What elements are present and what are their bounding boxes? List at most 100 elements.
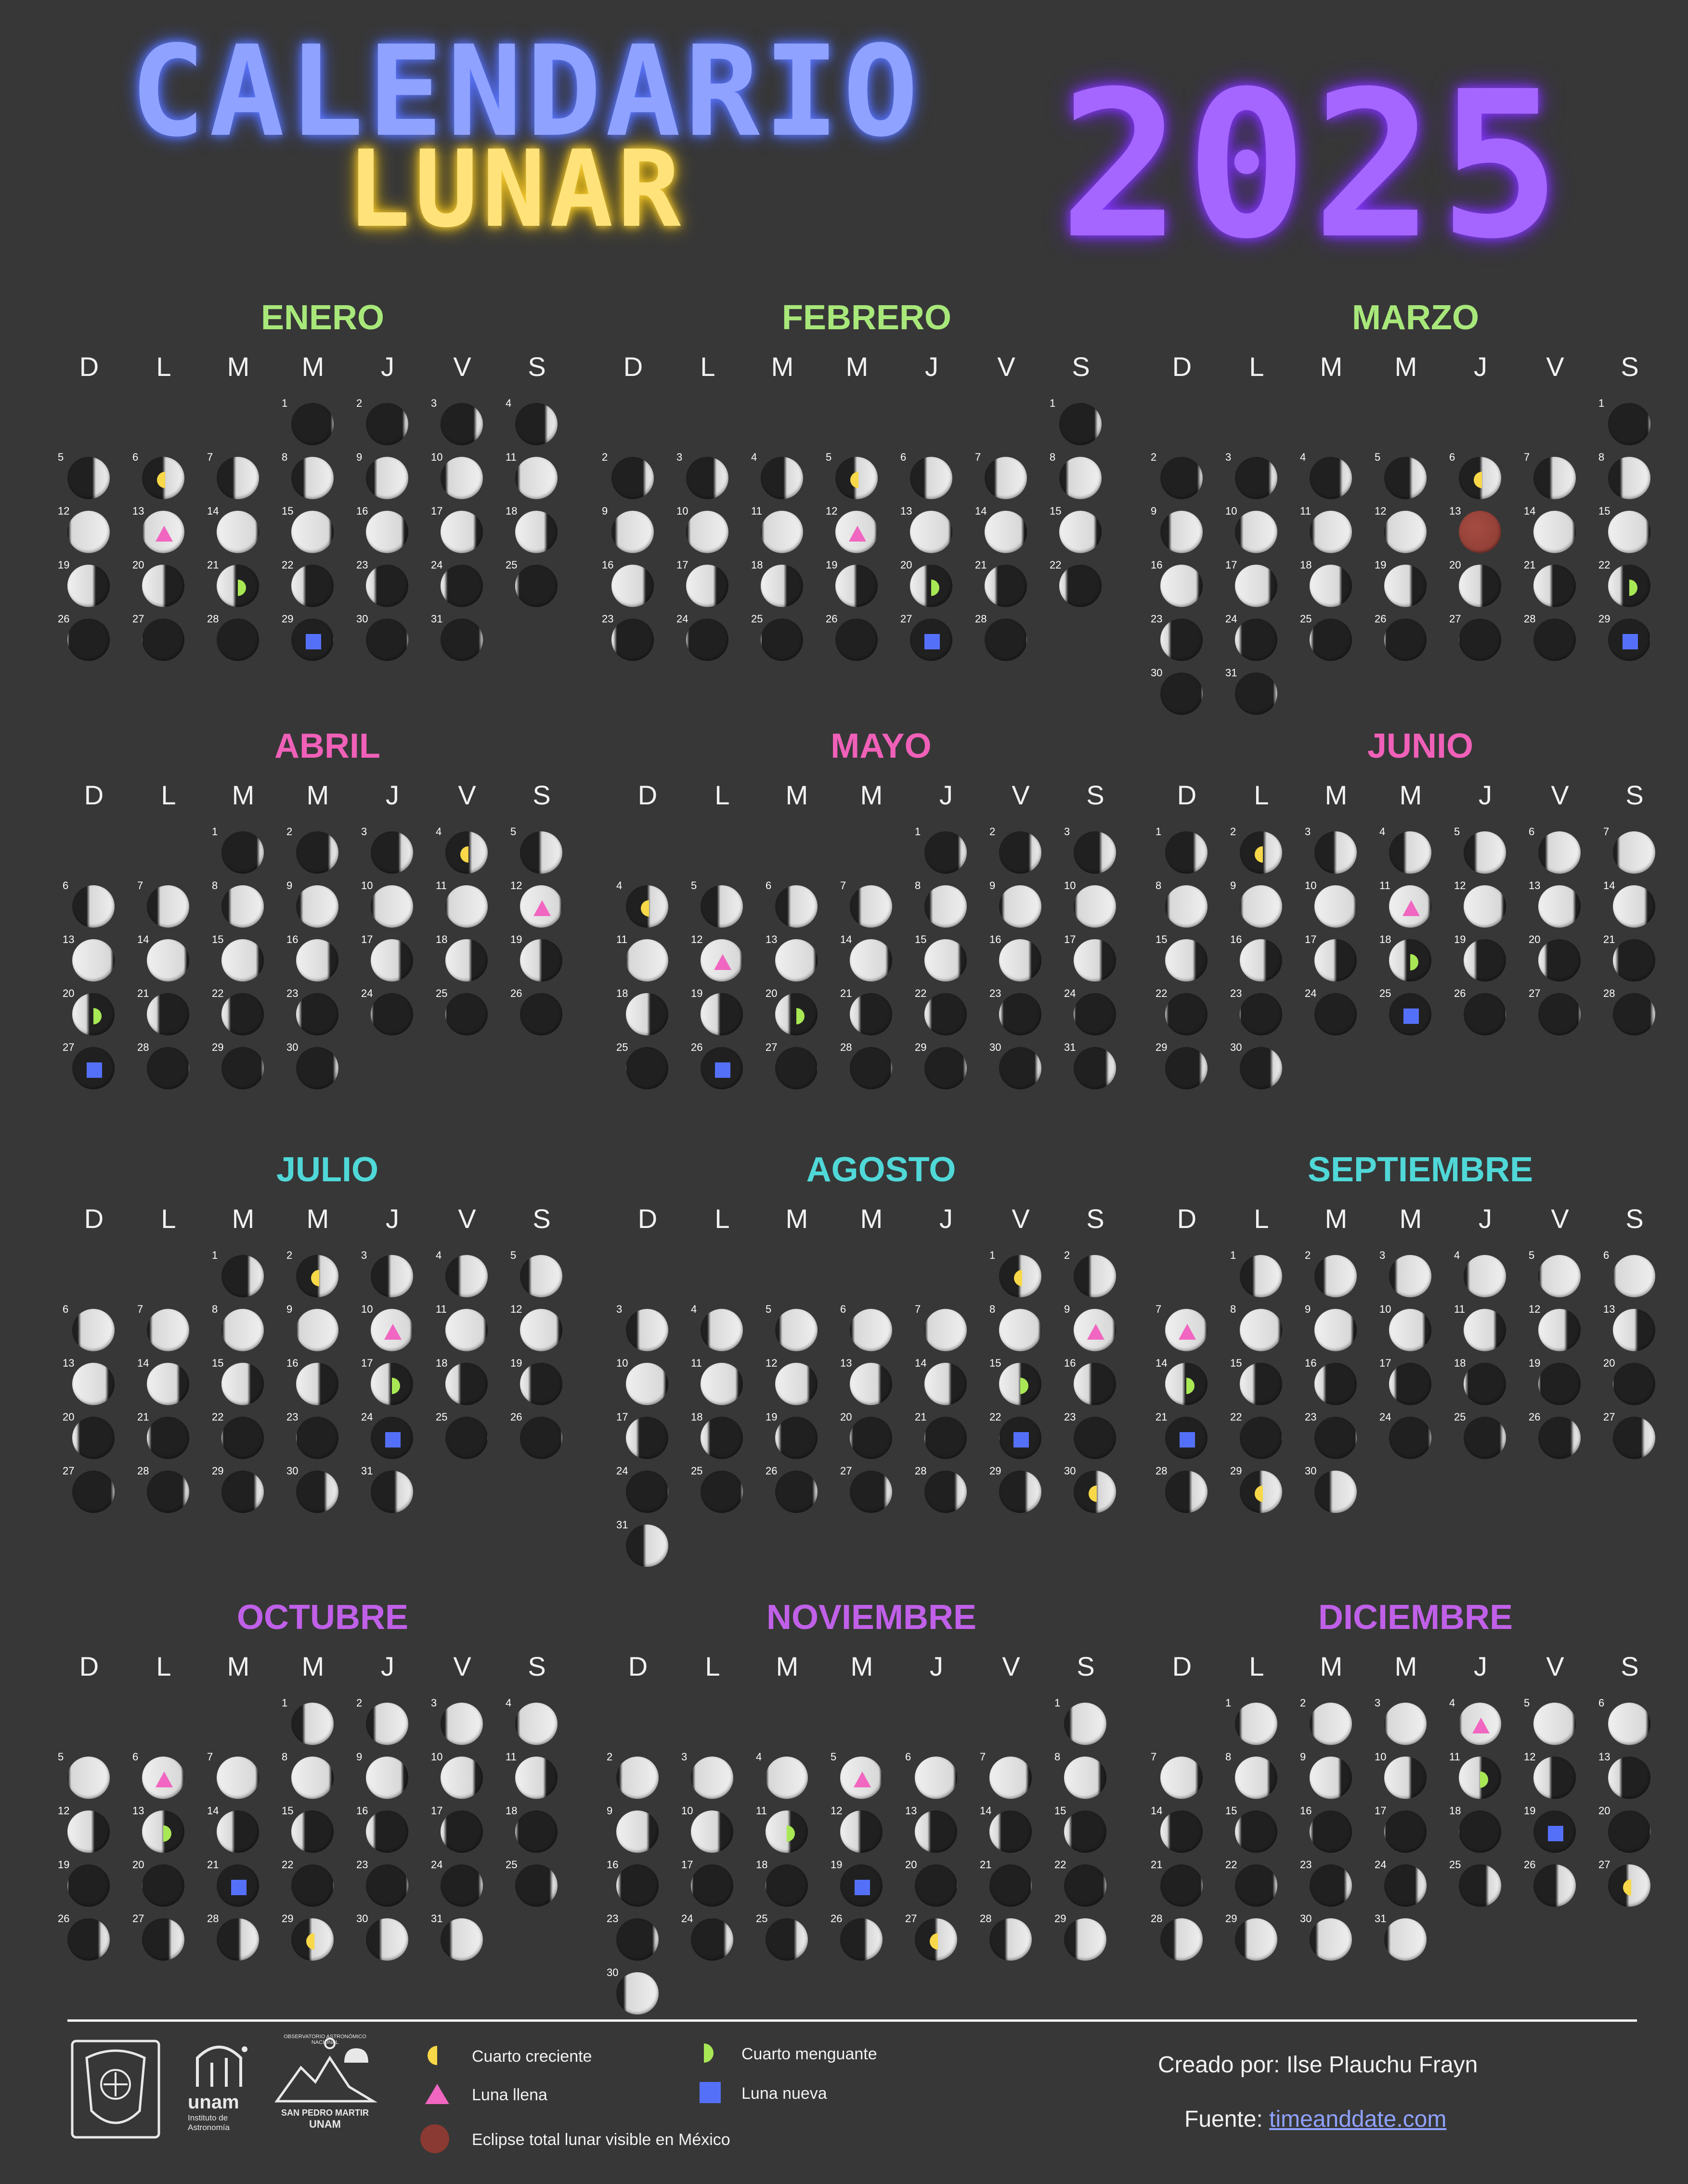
day-number: 18 bbox=[751, 559, 763, 571]
day-cell: 30 bbox=[286, 1041, 339, 1089]
day-cell: 11 bbox=[691, 1357, 744, 1405]
moon-phase-icon bbox=[1165, 1471, 1208, 1513]
day-number: 19 bbox=[1375, 559, 1387, 571]
moon-phase-icon bbox=[1538, 1255, 1581, 1297]
moon-phase-icon bbox=[1538, 1417, 1581, 1459]
moon-phase-icon bbox=[72, 1471, 115, 1513]
moon-phase-icon bbox=[1235, 1864, 1277, 1907]
day-cell: 19 bbox=[58, 1859, 111, 1907]
source-link[interactable]: timeanddate.com bbox=[1269, 2106, 1447, 2132]
legend-label: Luna llena bbox=[472, 2086, 547, 2104]
cuarto-creciente-icon bbox=[306, 1933, 314, 1950]
day-cell: 16 bbox=[607, 1859, 660, 1907]
day-cell: 2 bbox=[1300, 1697, 1353, 1745]
day-cell: 13 bbox=[900, 505, 953, 553]
day-cell: 6 bbox=[1529, 826, 1582, 874]
day-cell: 17 bbox=[361, 1357, 414, 1405]
moon-phase-icon bbox=[1235, 1757, 1277, 1799]
day-cell: 17 bbox=[431, 1805, 484, 1853]
day-cell: 26 bbox=[1454, 987, 1507, 1035]
day-cell: 12 bbox=[58, 505, 111, 553]
moon-phase-icon bbox=[515, 1757, 558, 1799]
moon-phase-icon bbox=[1235, 1703, 1277, 1745]
moon-phase-icon bbox=[72, 1309, 115, 1351]
moon-phase-icon bbox=[1464, 1417, 1506, 1459]
day-number: 5 bbox=[510, 1249, 517, 1261]
weekday-header: J bbox=[1479, 780, 1492, 810]
day-number: 1 bbox=[282, 1697, 288, 1709]
moon-phase-icon bbox=[1160, 1864, 1203, 1907]
day-cell: 4 bbox=[756, 1751, 809, 1799]
day-cell: 15 bbox=[1156, 933, 1208, 982]
moon-phase-icon bbox=[1314, 1417, 1357, 1459]
ia-unam-logo: unam Instituto de Astronomía bbox=[188, 2039, 255, 2140]
day-cell: 7 bbox=[137, 1303, 190, 1351]
day-cell: 20 bbox=[132, 559, 185, 607]
moon-phase-icon bbox=[835, 619, 878, 661]
day-number: 11 bbox=[756, 1805, 767, 1817]
day-cell: 21 bbox=[1603, 933, 1656, 982]
day-number: 27 bbox=[63, 1041, 75, 1053]
day-number: 17 bbox=[1225, 559, 1237, 571]
day-cell: 15 bbox=[915, 933, 968, 982]
day-number: 18 bbox=[436, 933, 448, 945]
day-number: 6 bbox=[132, 451, 139, 463]
weekday-header: J bbox=[381, 351, 394, 382]
eclipse-icon bbox=[1459, 511, 1501, 553]
day-cell: 25 bbox=[1300, 613, 1353, 661]
day-cell: 17 bbox=[361, 933, 414, 982]
moon-phase-icon bbox=[775, 1363, 818, 1405]
day-number: 3 bbox=[616, 1303, 623, 1315]
day-cell: 2 bbox=[1064, 1249, 1117, 1297]
day-number: 3 bbox=[681, 1751, 688, 1763]
weekday-header: S bbox=[1621, 351, 1639, 382]
moon-phase-icon bbox=[1459, 565, 1501, 607]
weekday-header: D bbox=[84, 780, 104, 810]
month-title: DICIEMBRE bbox=[1318, 1598, 1513, 1637]
moon-phase-icon bbox=[611, 457, 654, 499]
day-cell: 17 bbox=[431, 505, 484, 553]
day-number: 30 bbox=[1230, 1041, 1242, 1053]
luna-nueva-icon bbox=[231, 1880, 247, 1895]
day-number: 21 bbox=[137, 1411, 149, 1423]
day-number: 12 bbox=[1375, 505, 1387, 517]
day-number: 10 bbox=[676, 505, 688, 517]
day-cell: 5 bbox=[1454, 826, 1507, 874]
day-cell: 12 bbox=[510, 1303, 563, 1351]
calendar-title-line1: CALENDARIO bbox=[130, 19, 922, 165]
day-cell: 16 bbox=[1064, 1357, 1117, 1405]
moon-phase-icon bbox=[221, 1309, 264, 1351]
moon-phase-icon bbox=[1314, 993, 1357, 1035]
day-cell: 29 bbox=[212, 1465, 265, 1513]
day-number: 17 bbox=[361, 933, 373, 945]
moon-phase-icon bbox=[72, 1417, 115, 1459]
day-cell: 2 bbox=[1230, 826, 1283, 874]
day-number: 9 bbox=[1300, 1751, 1306, 1763]
day-cell: 12 bbox=[826, 505, 879, 553]
ia-name-line1: Instituto de bbox=[188, 2113, 228, 2122]
day-number: 27 bbox=[900, 613, 912, 625]
moon-phase-icon bbox=[1608, 1757, 1650, 1799]
moon-phase-icon bbox=[1608, 511, 1650, 553]
day-cell: 2 bbox=[607, 1751, 660, 1799]
day-number: 11 bbox=[616, 933, 627, 945]
moon-phase-icon bbox=[1160, 619, 1203, 661]
moon-phase-icon bbox=[371, 993, 413, 1035]
day-number: 6 bbox=[840, 1303, 846, 1315]
weekday-header: M bbox=[301, 1651, 325, 1681]
day-number: 15 bbox=[1156, 933, 1168, 945]
day-number: 14 bbox=[1524, 505, 1536, 517]
day-number: 7 bbox=[975, 451, 981, 463]
day-cell: 23 bbox=[356, 1859, 409, 1907]
weekday-header: S bbox=[1625, 780, 1644, 810]
moon-phase-icon bbox=[691, 1810, 733, 1853]
day-number: 11 bbox=[436, 1303, 447, 1315]
moon-phase-icon bbox=[1538, 1309, 1581, 1351]
day-cell: 9 bbox=[356, 451, 409, 499]
day-number: 20 bbox=[1603, 1357, 1615, 1369]
luna-llena-icon bbox=[1402, 900, 1420, 916]
day-cell: 11 bbox=[506, 451, 558, 499]
day-cell: 26 bbox=[766, 1465, 818, 1513]
day-number: 24 bbox=[431, 559, 443, 571]
day-number: 7 bbox=[1603, 826, 1610, 838]
